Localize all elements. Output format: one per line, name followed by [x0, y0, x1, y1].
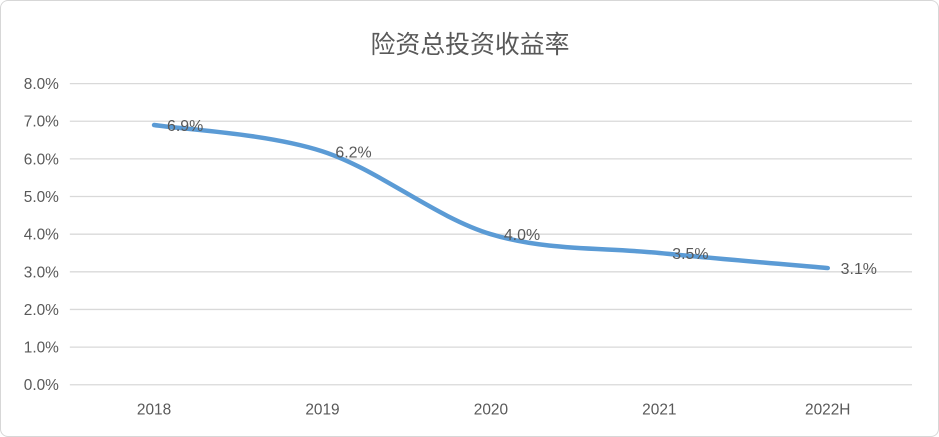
data-label: 6.2% — [335, 144, 371, 161]
x-axis-labels: 2018 2019 2020 2021 2022H — [137, 402, 851, 419]
x-tick-label: 2022H — [805, 402, 850, 419]
data-label: 4.0% — [504, 227, 540, 244]
data-label: 6.9% — [167, 118, 203, 135]
y-tick-label: 0.0% — [24, 377, 59, 394]
y-tick-label: 7.0% — [24, 114, 59, 131]
y-axis-labels: 0.0% 1.0% 2.0% 3.0% 4.0% 5.0% 6.0% 7.0% 8.0% — [24, 76, 59, 394]
series-lines — [151, 122, 830, 271]
x-tick-label: 2019 — [305, 402, 339, 419]
y-tick-label: 4.0% — [24, 227, 59, 244]
series-line — [151, 122, 830, 271]
x-tick-label: 2020 — [474, 402, 508, 419]
x-tick-label: 2018 — [137, 402, 171, 419]
y-tick-label: 3.0% — [24, 264, 59, 281]
data-labels: 6.9% 6.2% 4.0% 3.5% 3.1% — [167, 118, 877, 278]
y-tick-label: 6.0% — [24, 151, 59, 168]
chart-title: 险资总投资收益率 — [370, 31, 569, 59]
data-label: 3.1% — [841, 261, 877, 278]
y-tick-label: 8.0% — [24, 76, 59, 93]
y-tick-label: 1.0% — [24, 340, 59, 357]
y-tick-label: 2.0% — [24, 302, 59, 319]
data-label: 3.5% — [672, 246, 708, 263]
x-tick-label: 2021 — [642, 402, 676, 419]
y-tick-label: 5.0% — [24, 189, 59, 206]
